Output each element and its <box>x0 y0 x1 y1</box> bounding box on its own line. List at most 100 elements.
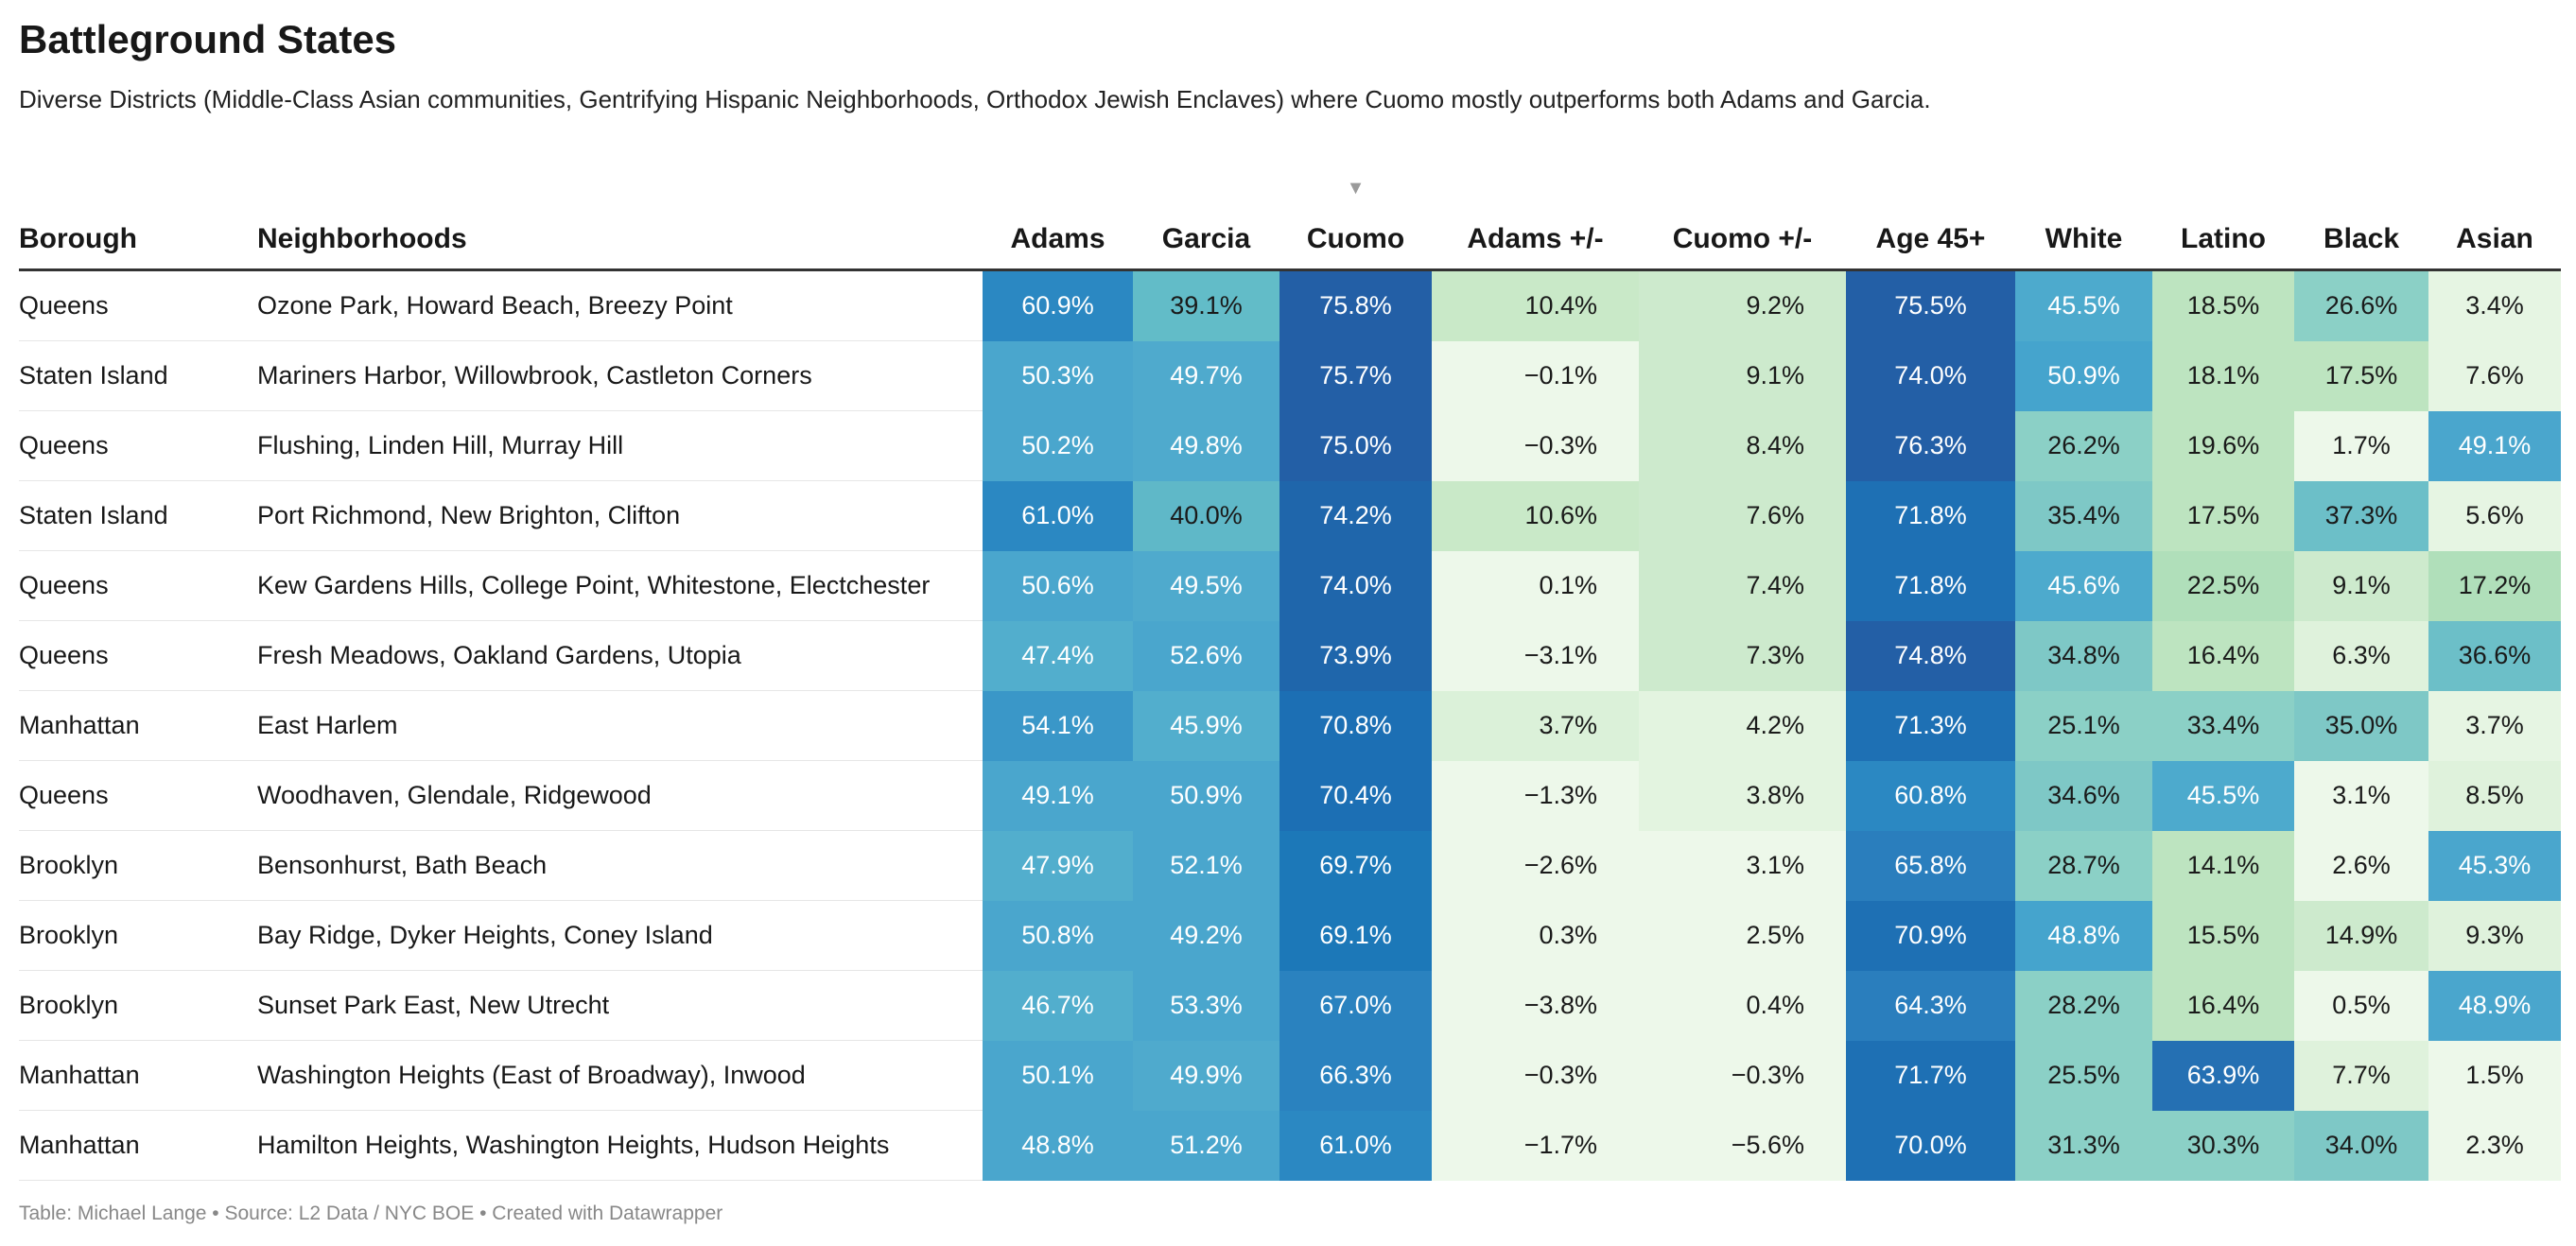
cell-age-45-plus: 74.8% <box>1846 620 2015 691</box>
cell-asian: 1.5% <box>2428 1040 2561 1111</box>
cell-neighborhoods: Mariners Harbor, Willowbrook, Castleton … <box>257 340 983 411</box>
header-latino[interactable]: Latino <box>2152 170 2294 271</box>
cell-borough: Brooklyn <box>19 970 257 1041</box>
table-row: Manhattan Washington Heights (East of Bro… <box>19 1040 2561 1111</box>
cell-adams: 61.0% <box>983 480 1133 551</box>
cell-adams-margin: −0.1% <box>1432 340 1639 411</box>
cell-garcia: 49.7% <box>1133 340 1279 411</box>
cell-cuomo: 61.0% <box>1279 1110 1432 1181</box>
table-row: Queens Flushing, Linden Hill, Murray Hill… <box>19 410 2561 481</box>
cell-cuomo: 69.7% <box>1279 830 1432 901</box>
cell-adams-margin: −2.6% <box>1432 830 1639 901</box>
cell-age-45-plus: 75.5% <box>1846 269 2015 341</box>
cell-age-45-plus: 71.3% <box>1846 690 2015 761</box>
cell-latino: 19.6% <box>2152 410 2294 481</box>
cell-black: 37.3% <box>2294 480 2428 551</box>
header-black[interactable]: Black <box>2294 170 2428 271</box>
table-row: Queens Fresh Meadows, Oakland Gardens, Ut… <box>19 620 2561 691</box>
cell-garcia: 52.1% <box>1133 830 1279 901</box>
cell-borough: Queens <box>19 410 257 481</box>
cell-borough: Manhattan <box>19 1040 257 1111</box>
cell-borough: Brooklyn <box>19 900 257 971</box>
cell-black: 26.6% <box>2294 269 2428 341</box>
cell-cuomo-margin: 7.6% <box>1639 480 1846 551</box>
cell-cuomo-margin: 4.2% <box>1639 690 1846 761</box>
cell-neighborhoods: Kew Gardens Hills, College Point, Whites… <box>257 550 983 621</box>
cell-white: 28.2% <box>2015 970 2152 1041</box>
header-adams[interactable]: Adams <box>983 170 1133 271</box>
cell-latino: 16.4% <box>2152 620 2294 691</box>
cell-adams-margin: −3.8% <box>1432 970 1639 1041</box>
cell-black: 6.3% <box>2294 620 2428 691</box>
cell-black: 34.0% <box>2294 1110 2428 1181</box>
cell-cuomo-margin: 2.5% <box>1639 900 1846 971</box>
cell-white: 35.4% <box>2015 480 2152 551</box>
cell-age-45-plus: 71.8% <box>1846 550 2015 621</box>
cell-age-45-plus: 70.0% <box>1846 1110 2015 1181</box>
cell-white: 25.5% <box>2015 1040 2152 1111</box>
cell-white: 45.5% <box>2015 269 2152 341</box>
header-white[interactable]: White <box>2015 170 2152 271</box>
chart-subtitle: Diverse Districts (Middle-Class Asian co… <box>19 85 1931 113</box>
cell-cuomo-margin: 3.8% <box>1639 760 1846 831</box>
table-row: Brooklyn Sunset Park East, New Utrecht 46.… <box>19 970 2561 1041</box>
sort-descending-icon: ▼ <box>1346 178 1366 199</box>
cell-borough: Brooklyn <box>19 830 257 901</box>
cell-cuomo-margin: 9.1% <box>1639 340 1846 411</box>
cell-age-45-plus: 71.7% <box>1846 1040 2015 1111</box>
cell-black: 17.5% <box>2294 340 2428 411</box>
header-asian[interactable]: Asian <box>2428 170 2561 271</box>
cell-latino: 15.5% <box>2152 900 2294 971</box>
cell-latino: 18.1% <box>2152 340 2294 411</box>
cell-white: 28.7% <box>2015 830 2152 901</box>
cell-cuomo: 73.9% <box>1279 620 1432 691</box>
cell-garcia: 45.9% <box>1133 690 1279 761</box>
cell-borough: Queens <box>19 550 257 621</box>
cell-black: 3.1% <box>2294 760 2428 831</box>
cell-neighborhoods: Bay Ridge, Dyker Heights, Coney Island <box>257 900 983 971</box>
header-age-45-plus[interactable]: Age 45+ <box>1846 170 2015 271</box>
cell-adams: 50.1% <box>983 1040 1133 1111</box>
cell-adams-margin: 3.7% <box>1432 690 1639 761</box>
cell-borough: Queens <box>19 269 257 341</box>
cell-neighborhoods: Hamilton Heights, Washington Heights, Hu… <box>257 1110 983 1181</box>
cell-latino: 17.5% <box>2152 480 2294 551</box>
header-cuomo-margin[interactable]: Cuomo +/- <box>1639 170 1846 271</box>
cell-adams: 50.3% <box>983 340 1133 411</box>
cell-asian: 3.4% <box>2428 269 2561 341</box>
header-cuomo[interactable]: ▼ Cuomo <box>1279 170 1432 271</box>
cell-asian: 5.6% <box>2428 480 2561 551</box>
cell-adams-margin: 10.4% <box>1432 269 1639 341</box>
table-row: Brooklyn Bay Ridge, Dyker Heights, Coney … <box>19 900 2561 971</box>
table-row: Queens Kew Gardens Hills, College Point, … <box>19 550 2561 621</box>
cell-latino: 16.4% <box>2152 970 2294 1041</box>
cell-adams: 47.9% <box>983 830 1133 901</box>
cell-adams: 47.4% <box>983 620 1133 691</box>
header-borough[interactable]: Borough <box>19 170 257 271</box>
cell-neighborhoods: Sunset Park East, New Utrecht <box>257 970 983 1041</box>
cell-adams: 60.9% <box>983 269 1133 341</box>
cell-asian: 17.2% <box>2428 550 2561 621</box>
cell-age-45-plus: 71.8% <box>1846 480 2015 551</box>
table-row: Manhattan Hamilton Heights, Washington He… <box>19 1110 2561 1181</box>
table-body: Queens Ozone Park, Howard Beach, Breezy P… <box>19 269 2561 1181</box>
cell-neighborhoods: Flushing, Linden Hill, Murray Hill <box>257 410 983 481</box>
cell-age-45-plus: 74.0% <box>1846 340 2015 411</box>
table-row: Staten Island Mariners Harbor, Willowbroo… <box>19 340 2561 411</box>
cell-adams: 50.2% <box>983 410 1133 481</box>
header-adams-margin[interactable]: Adams +/- <box>1432 170 1639 271</box>
cell-neighborhoods: Washington Heights (East of Broadway), I… <box>257 1040 983 1111</box>
cell-asian: 49.1% <box>2428 410 2561 481</box>
header-neighborhoods[interactable]: Neighborhoods <box>257 170 983 271</box>
chart-footer: Table: Michael Lange • Source: L2 Data /… <box>19 1203 723 1224</box>
header-garcia[interactable]: Garcia <box>1133 170 1279 271</box>
cell-white: 31.3% <box>2015 1110 2152 1181</box>
cell-borough: Manhattan <box>19 690 257 761</box>
cell-garcia: 49.9% <box>1133 1040 1279 1111</box>
cell-black: 35.0% <box>2294 690 2428 761</box>
cell-cuomo-margin: 7.4% <box>1639 550 1846 621</box>
cell-adams: 50.8% <box>983 900 1133 971</box>
cell-neighborhoods: Fresh Meadows, Oakland Gardens, Utopia <box>257 620 983 691</box>
cell-cuomo-margin: 0.4% <box>1639 970 1846 1041</box>
cell-asian: 7.6% <box>2428 340 2561 411</box>
